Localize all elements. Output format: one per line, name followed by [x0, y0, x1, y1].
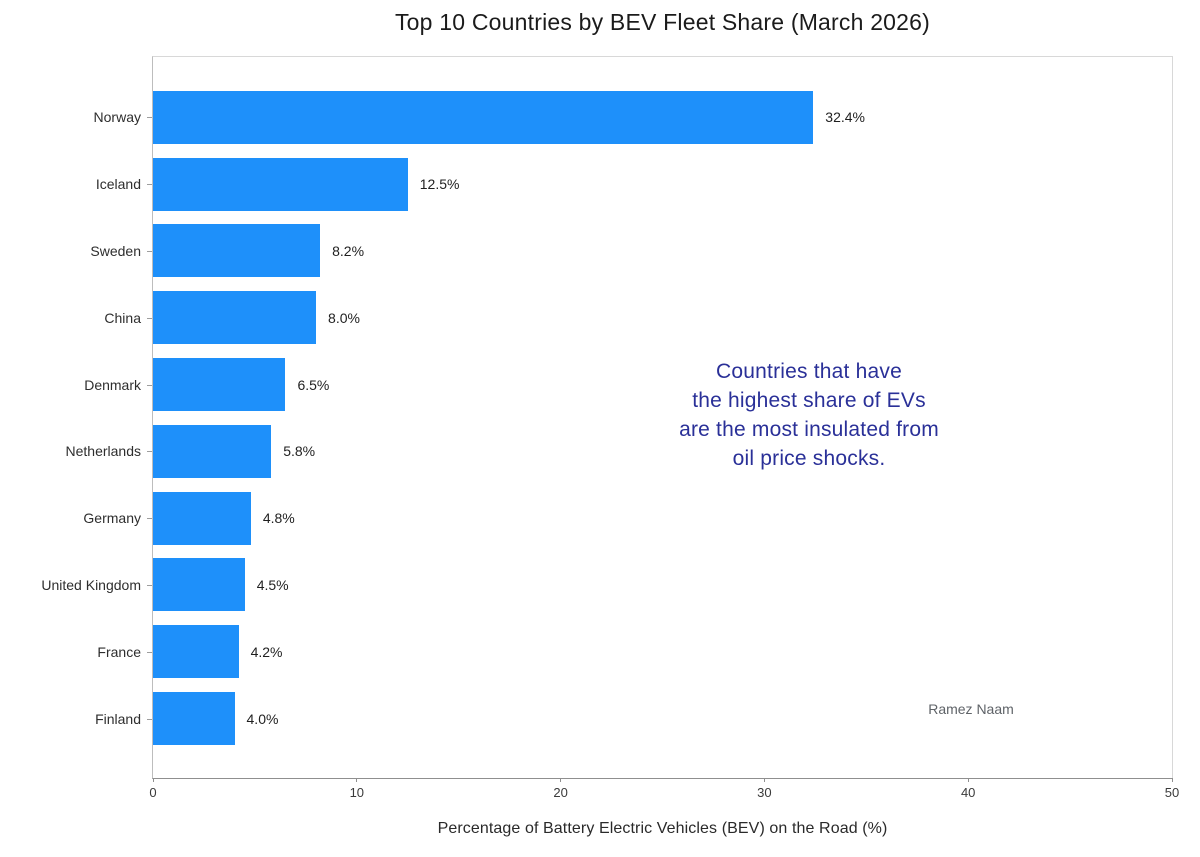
category-label: Denmark	[84, 376, 141, 393]
bar	[153, 291, 317, 345]
bar	[153, 90, 814, 144]
bar	[153, 558, 245, 612]
x-tick-mark	[967, 778, 969, 782]
x-tick-label: 10	[349, 785, 365, 800]
attribution-text: Ramez Naam	[928, 701, 1014, 717]
value-label: 4.2%	[250, 643, 283, 660]
y-tick-mark	[147, 451, 152, 453]
category-label: Norway	[93, 109, 141, 126]
value-label: 6.5%	[297, 376, 330, 393]
plot-area: Norway 32.4% Iceland 12.5% Sweden 8.2% China 8.…	[41, 56, 1179, 800]
x-axis-label: Percentage of Battery Electric Vehicles …	[437, 820, 888, 837]
x-tick-mark	[356, 778, 358, 782]
y-tick-mark	[147, 718, 152, 720]
bar	[153, 692, 235, 746]
x-tick-label: 20	[553, 785, 568, 800]
value-label: 8.2%	[332, 242, 365, 259]
value-label: 4.8%	[262, 510, 295, 527]
bar-row: France 4.2%	[97, 618, 1172, 685]
category-label: China	[104, 309, 141, 326]
bar	[153, 358, 286, 412]
bar	[153, 224, 321, 278]
y-tick-mark	[147, 584, 152, 586]
bar-row: United Kingdom 4.5%	[41, 552, 1172, 619]
annotation-text: Countries that have the highest share of…	[679, 360, 939, 470]
bar-row: Sweden 8.2%	[90, 218, 1172, 285]
x-tick-label: 0	[149, 785, 157, 800]
value-label: 5.8%	[283, 443, 316, 460]
x-tick-mark	[1171, 778, 1173, 782]
category-label: United Kingdom	[41, 576, 141, 593]
bar	[153, 625, 239, 679]
y-tick-mark	[147, 184, 152, 186]
y-tick-mark	[147, 317, 152, 319]
chart-title: Top 10 Countries by BEV Fleet Share (Mar…	[394, 9, 931, 35]
y-tick-mark	[147, 518, 152, 520]
value-label: 4.0%	[246, 710, 279, 727]
y-tick-mark	[147, 117, 152, 119]
category-label: Iceland	[95, 176, 141, 193]
y-tick-mark	[147, 250, 152, 252]
value-label: 8.0%	[328, 309, 360, 326]
category-label: Netherlands	[65, 443, 142, 460]
x-tick-label: 30	[757, 785, 772, 800]
y-tick-mark	[147, 384, 152, 386]
bar	[153, 157, 408, 211]
category-label: Germany	[83, 510, 141, 527]
bar-row: Netherlands 5.8%	[66, 418, 1172, 485]
x-tick-label: 50	[1164, 785, 1180, 800]
bar	[153, 424, 272, 478]
value-label: 4.5%	[256, 576, 289, 593]
category-label: France	[97, 643, 141, 660]
x-tick-mark	[560, 778, 562, 782]
y-tick-mark	[147, 651, 152, 653]
value-label: 12.5%	[419, 176, 460, 193]
bar	[153, 491, 251, 545]
x-tick-mark	[763, 778, 765, 782]
x-tick-mark	[152, 778, 154, 782]
value-label: 32.4%	[825, 109, 865, 126]
bar-row: Germany 4.8%	[83, 485, 1172, 552]
bar-row: Finland 4.0%	[95, 685, 1172, 752]
category-label: Finland	[95, 710, 141, 727]
x-tick-label: 40	[960, 785, 976, 800]
category-label: Sweden	[90, 242, 141, 259]
bar-row: Denmark 6.5%	[84, 351, 1172, 418]
bar-row: Norway 32.4%	[94, 84, 1172, 151]
bar-group: Norway 32.4% Iceland 12.5% Sweden 8.2% China 8.…	[41, 57, 1172, 778]
bar-row: Iceland 12.5%	[96, 151, 1172, 218]
bar-row: China 8.0%	[104, 284, 1172, 351]
